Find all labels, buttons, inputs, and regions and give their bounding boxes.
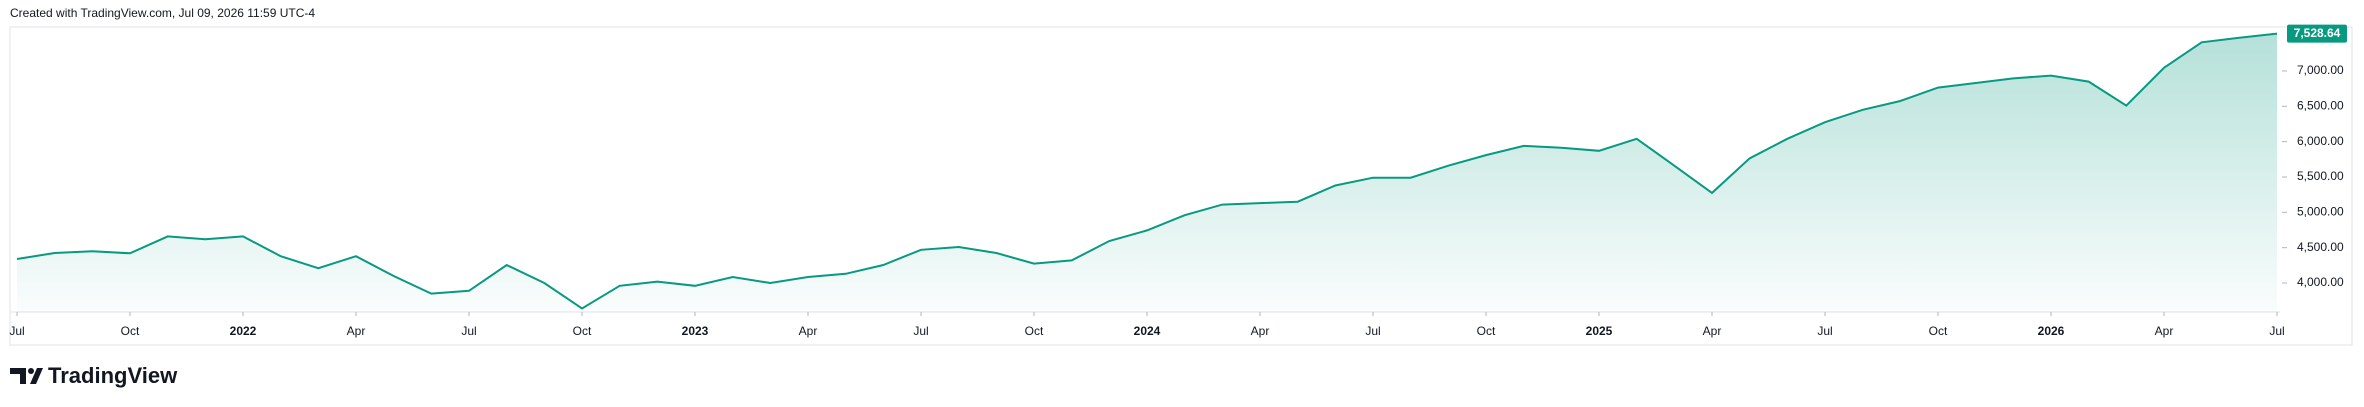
x-tick-label: Apr bbox=[1703, 324, 1722, 338]
last-price-label: 7,528.64 bbox=[2294, 26, 2341, 40]
y-tick-label: 6,500.00 bbox=[2297, 98, 2344, 112]
x-tick-label: 2025 bbox=[1586, 324, 1613, 338]
logo-mark bbox=[10, 368, 26, 384]
y-tick-label: 6,000.00 bbox=[2297, 134, 2344, 148]
logo-slash bbox=[30, 368, 43, 384]
x-tick-label: Apr bbox=[347, 324, 366, 338]
x-tick-label: Jul bbox=[461, 324, 476, 338]
x-tick-label: Jul bbox=[2269, 324, 2284, 338]
x-tick-label: Apr bbox=[1251, 324, 1270, 338]
price-line bbox=[16, 32, 2278, 310]
x-tick-label: Jul bbox=[913, 324, 928, 338]
x-tick-label: Oct bbox=[1929, 324, 1948, 338]
x-tick-label: 2023 bbox=[682, 324, 709, 338]
y-tick-label: 7,000.00 bbox=[2297, 63, 2344, 77]
created-note: Created with TradingView.com, Jul 09, 20… bbox=[10, 6, 315, 20]
x-tick-label: 2026 bbox=[2038, 324, 2065, 338]
logo-dot bbox=[28, 368, 34, 374]
x-tick-label: 2022 bbox=[230, 324, 257, 338]
y-tick-label: 5,500.00 bbox=[2297, 169, 2344, 183]
y-tick-label: 4,000.00 bbox=[2297, 275, 2344, 289]
x-tick-label: 2024 bbox=[1134, 324, 1161, 338]
last-price-badge bbox=[2287, 24, 2347, 43]
x-tick-label: Apr bbox=[2155, 324, 2174, 338]
brand: TradingView bbox=[48, 363, 178, 388]
y-tick-label: 5,000.00 bbox=[2297, 205, 2344, 219]
y-tick-label: 4,500.00 bbox=[2297, 240, 2344, 254]
x-tick-label: Apr bbox=[799, 324, 818, 338]
x-tick-label: Oct bbox=[573, 324, 592, 338]
x-tick-label: Oct bbox=[1025, 324, 1044, 338]
x-tick-label: Oct bbox=[121, 324, 140, 338]
x-tick-label: Oct bbox=[1477, 324, 1496, 338]
x-tick-label: Jul bbox=[9, 324, 24, 338]
price-area bbox=[17, 33, 2277, 312]
chart-frame bbox=[9, 26, 2353, 346]
logo: TradingView bbox=[10, 363, 178, 388]
x-tick-label: Jul bbox=[1365, 324, 1380, 338]
x-tick-label: Jul bbox=[1817, 324, 1832, 338]
